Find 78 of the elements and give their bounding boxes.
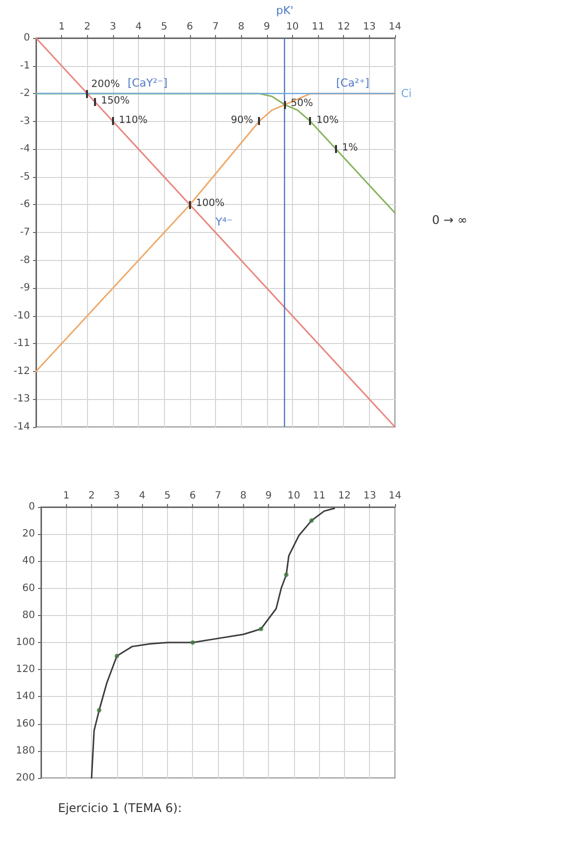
y-tick-label: 180 bbox=[16, 745, 35, 756]
line-series bbox=[35, 92, 396, 214]
point bbox=[96, 708, 102, 712]
ref-line-label: Ci bbox=[401, 87, 412, 100]
x-tick-label: 12 bbox=[337, 22, 350, 32]
y-tick-label: 100 bbox=[16, 637, 35, 648]
x-tick-label: 13 bbox=[363, 490, 376, 502]
y-tick-label: 0 bbox=[28, 502, 35, 512]
y-tick-label: 120 bbox=[16, 664, 35, 676]
line-series bbox=[90, 508, 336, 779]
point bbox=[190, 640, 195, 645]
y-tick-label: -9 bbox=[20, 282, 30, 294]
x-tick-label: 10 bbox=[286, 22, 299, 32]
annotation: 10% bbox=[316, 114, 339, 126]
x-tick-label: 9 bbox=[265, 490, 272, 502]
y-tick-label: 80 bbox=[22, 610, 35, 621]
x-tick-label: 4 bbox=[135, 22, 142, 32]
text: Ejercicio 1 (TEMA 6): bbox=[58, 801, 182, 815]
y-tick-label: -12 bbox=[14, 366, 30, 377]
y-tick-label: -7 bbox=[20, 227, 30, 238]
y-tick-label: -10 bbox=[14, 310, 30, 322]
x-tick-label: 1 bbox=[58, 22, 65, 32]
y-tick-label: -5 bbox=[20, 171, 30, 182]
series-label: [CaY²⁻] bbox=[128, 76, 168, 90]
x-tick-label: 7 bbox=[212, 22, 219, 32]
y-tick-label: 200 bbox=[16, 772, 35, 784]
annotation: 50% bbox=[290, 98, 313, 110]
y-tick-label: -11 bbox=[14, 338, 30, 350]
x-tick-label: 3 bbox=[110, 22, 116, 32]
x-tick-label: 6 bbox=[186, 22, 194, 32]
y-tick-label: -14 bbox=[14, 422, 30, 432]
y-tick-label: -3 bbox=[20, 116, 30, 127]
y-tick-label: -1 bbox=[20, 60, 30, 72]
x-tick-label: 4 bbox=[138, 490, 146, 502]
point bbox=[114, 654, 120, 658]
line-series bbox=[35, 92, 396, 372]
x-tick-label: 10 bbox=[287, 490, 300, 502]
point bbox=[309, 518, 314, 523]
text: 0 → ∞ bbox=[432, 213, 468, 227]
annotation: 1% bbox=[342, 142, 358, 154]
x-tick-label: 3 bbox=[114, 490, 120, 502]
x-tick-label: 2 bbox=[84, 22, 90, 32]
x-tick-label: 12 bbox=[338, 490, 351, 502]
x-tick-label: 13 bbox=[362, 22, 376, 32]
annotation: 200% bbox=[91, 79, 120, 90]
x-tick-label: 14 bbox=[388, 490, 402, 502]
y-tick-label: 140 bbox=[16, 691, 35, 702]
point bbox=[258, 626, 264, 632]
y-tick-label: 20 bbox=[22, 528, 35, 540]
x-tick-label: 9 bbox=[264, 22, 270, 32]
x-tick-label: 11 bbox=[312, 22, 324, 32]
x-tick-label: 8 bbox=[240, 490, 246, 502]
y-tick-label: -13 bbox=[14, 394, 30, 405]
annotation: 150% bbox=[100, 95, 130, 106]
x-tick-label: 2 bbox=[88, 490, 95, 502]
y-tick-label: -8 bbox=[20, 254, 30, 266]
y-tick-label: 160 bbox=[16, 718, 35, 730]
annotation: 100% bbox=[196, 198, 224, 210]
y-tick-label: -6 bbox=[20, 199, 30, 210]
x-tick-label: 1 bbox=[63, 490, 70, 502]
x-tick-label: 7 bbox=[214, 490, 222, 502]
y-tick-label: 40 bbox=[22, 556, 35, 567]
annotation: 110% bbox=[118, 114, 148, 126]
y-tick-label: -4 bbox=[20, 144, 30, 155]
series-label: Y⁴⁻ bbox=[214, 216, 233, 228]
x-tick-label: 5 bbox=[161, 22, 168, 32]
x-tick-label: 5 bbox=[164, 490, 171, 502]
ref-line-label: pK' bbox=[276, 4, 294, 17]
x-tick-label: 14 bbox=[388, 22, 402, 32]
y-tick-label: -2 bbox=[20, 88, 30, 100]
y-tick-label: 0 bbox=[24, 32, 30, 44]
x-tick-label: 11 bbox=[312, 490, 326, 502]
x-tick-label: 6 bbox=[190, 490, 196, 502]
series-label: [Ca²⁺] bbox=[336, 76, 370, 90]
y-tick-label: 60 bbox=[22, 582, 35, 594]
x-tick-label: 8 bbox=[238, 22, 244, 32]
point bbox=[284, 572, 289, 577]
annotation: 90% bbox=[230, 114, 254, 126]
